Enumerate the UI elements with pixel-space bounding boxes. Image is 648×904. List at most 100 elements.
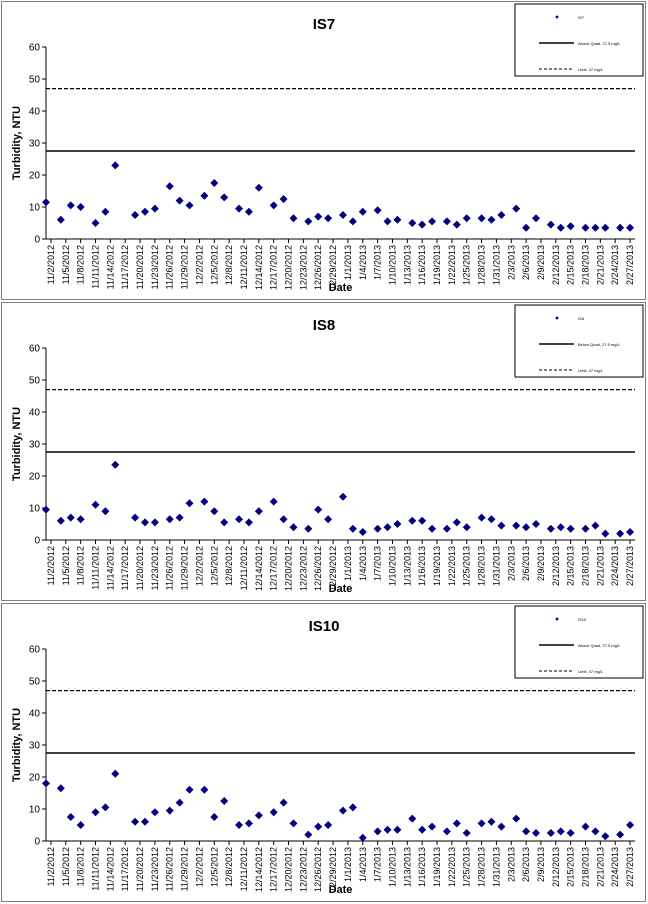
data-point (626, 821, 635, 829)
y-tick-label: 60 (29, 43, 41, 54)
data-point (338, 806, 347, 815)
chart-svg: IS10 0 10 20 30 40 50 60 11/2/2012 11/5/2012 11/8/… (11, 605, 644, 896)
data-point (42, 779, 50, 788)
x-tick-label: 11/29/2012 (180, 546, 190, 590)
x-tick-label: 2/3/2013 (506, 847, 516, 882)
data-point (42, 505, 50, 514)
data-point (66, 201, 75, 210)
x-tick-label: 12/8/2012 (224, 847, 234, 887)
data-point (175, 513, 184, 522)
x-tick-label: 1/19/2013 (432, 546, 442, 586)
data-point (304, 217, 313, 226)
x-tick-label: 11/17/2012 (120, 546, 130, 590)
data-point (556, 223, 565, 232)
data-point (185, 499, 194, 508)
data-point (522, 827, 531, 836)
data-point (91, 500, 100, 509)
y-tick-label: 10 (29, 805, 41, 816)
x-tick-label: 1/31/2013 (491, 847, 501, 887)
data-point (522, 223, 531, 232)
y-tick-label: 10 (29, 504, 41, 515)
data-point (220, 797, 229, 805)
y-tick-label: 30 (29, 139, 41, 150)
y-tick-label: 60 (29, 344, 41, 355)
data-point (477, 214, 486, 223)
y-tick-label: 50 (29, 75, 41, 86)
data-point (76, 515, 85, 524)
x-tick-label: 11/23/2012 (150, 847, 160, 891)
y-tick-label: 40 (29, 709, 41, 720)
data-point (150, 518, 159, 527)
x-tick-label: 2/18/2013 (581, 245, 591, 285)
x-tick-label: 12/26/2012 (313, 245, 323, 290)
data-point (220, 518, 229, 527)
data-point (289, 819, 298, 828)
data-point (373, 524, 382, 533)
data-point (428, 217, 437, 226)
legend-marker (555, 15, 559, 19)
data-point (532, 214, 541, 223)
data-point (131, 817, 140, 826)
x-tick-label: 2/9/2013 (536, 245, 546, 280)
data-point (304, 830, 313, 839)
data-point (210, 179, 219, 187)
data-point (140, 518, 149, 527)
data-point (150, 808, 159, 817)
y-tick-label: 50 (29, 677, 41, 688)
x-tick-label: 1/28/2013 (477, 847, 487, 887)
x-tick-label: 11/17/2012 (120, 245, 130, 289)
x-tick-label: 12/29/2012 (328, 847, 338, 892)
data-point (487, 817, 496, 826)
data-point (185, 201, 194, 210)
x-tick-label: 1/31/2013 (491, 546, 501, 586)
data-point (497, 211, 506, 219)
data-point (462, 214, 471, 223)
data-point (566, 222, 575, 231)
data-point (324, 214, 333, 223)
x-tick-label: 11/23/2012 (150, 546, 160, 590)
chart-svg: IS7 0 10 20 30 40 50 60 11/2/2012 11/5/2012 11/8/2… (11, 3, 644, 294)
data-point (566, 524, 575, 533)
data-point (150, 204, 159, 213)
data-point (289, 214, 298, 223)
x-tick-label: 1/28/2013 (477, 245, 487, 285)
data-point (244, 819, 253, 828)
x-tick-label: 11/14/2012 (105, 847, 115, 891)
x-tick-label: 1/10/2013 (387, 546, 397, 586)
data-point (428, 524, 437, 533)
x-tick-label: 1/22/2013 (447, 546, 457, 586)
y-axis-title: Turbidity, NTU (11, 106, 23, 180)
data-point (42, 198, 50, 207)
legend-label: Limit, 47 mg/L (578, 669, 604, 674)
data-point (210, 507, 219, 516)
data-point (210, 813, 219, 821)
data-point (338, 211, 347, 219)
x-tick-label: 12/23/2012 (298, 847, 308, 892)
legend-box (514, 3, 644, 77)
data-point (383, 217, 392, 226)
x-tick-label: 12/5/2012 (209, 546, 219, 586)
x-tick-label: 12/8/2012 (224, 546, 234, 586)
data-point (626, 223, 635, 232)
legend-label: IS7 (578, 15, 585, 20)
y-tick-label: 20 (29, 773, 41, 784)
x-tick-label: 2/9/2013 (536, 546, 546, 581)
data-point (393, 825, 402, 834)
x-tick-label: 12/20/2012 (284, 847, 294, 892)
x-tick-label: 12/2/2012 (194, 546, 204, 586)
data-point (131, 513, 140, 522)
data-point (512, 814, 521, 823)
data-point (616, 529, 625, 538)
data-point (487, 515, 496, 524)
x-tick-label: 2/24/2013 (610, 245, 620, 285)
chart-panel-is7: IS7 0 10 20 30 40 50 60 11/2/2012 11/5/2012 11/8/2… (1, 1, 646, 300)
data-point (91, 808, 100, 817)
x-tick-label: 1/4/2013 (358, 245, 368, 280)
y-tick-label: 30 (29, 741, 41, 752)
data-point (546, 220, 555, 229)
x-tick-label: 11/2/2012 (46, 546, 56, 585)
legend: IS8 Below Quad, 27.5 mg/L Limit, 47 mg/L (514, 304, 644, 378)
data-point (304, 524, 313, 533)
data-point (76, 821, 85, 829)
x-tick-label: 2/27/2013 (625, 847, 635, 887)
